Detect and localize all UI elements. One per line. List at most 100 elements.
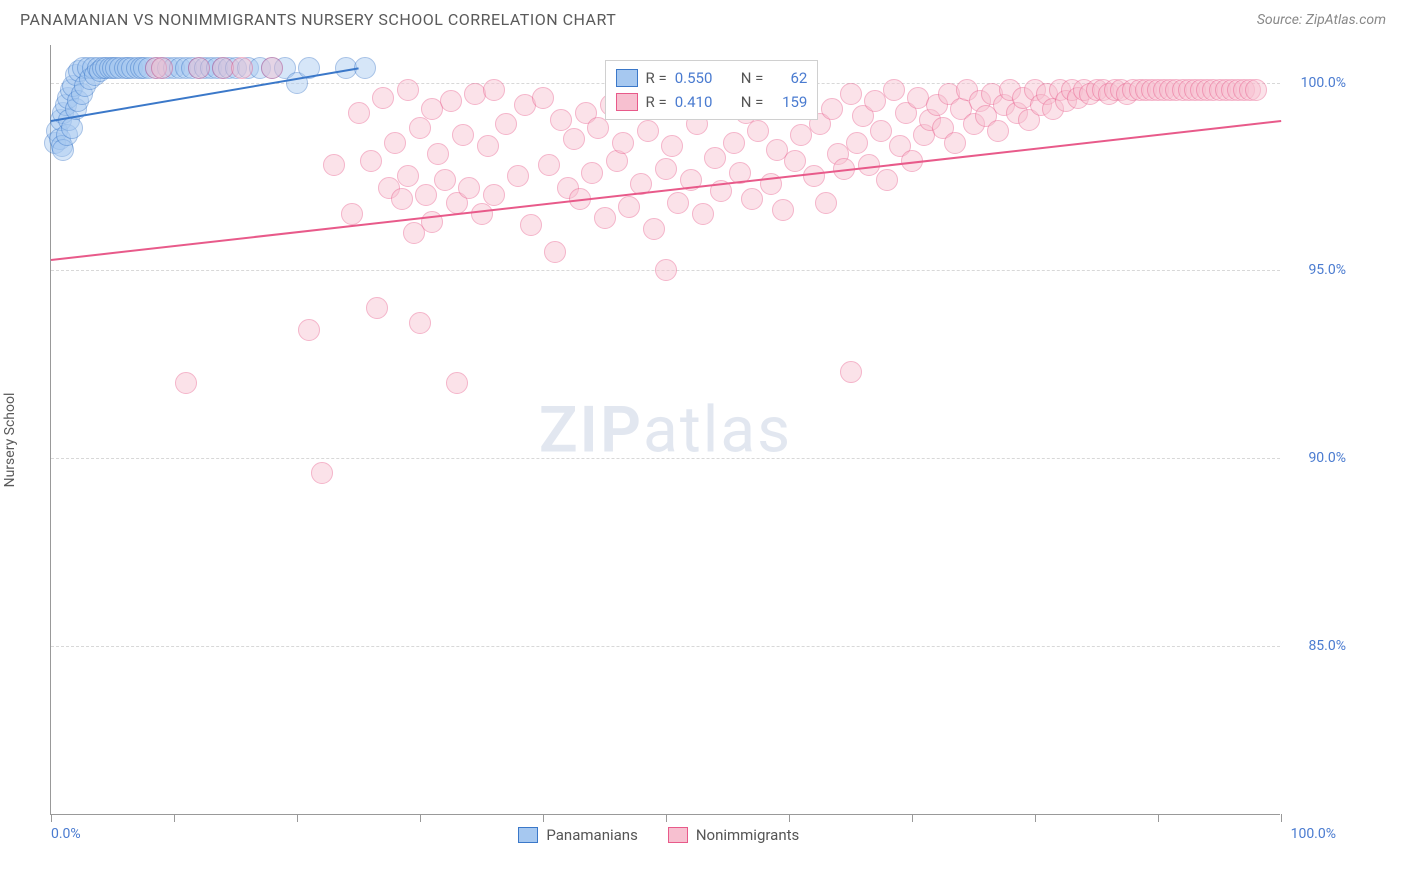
data-point (612, 132, 634, 154)
data-point (870, 120, 892, 142)
x-tick (912, 814, 913, 822)
n-value: 159 (771, 93, 807, 111)
data-point (421, 211, 443, 233)
gridline (51, 458, 1280, 459)
watermark-bold: ZIP (539, 392, 643, 467)
data-point (384, 132, 406, 154)
data-point (397, 79, 419, 101)
data-point (409, 312, 431, 334)
x-tick (297, 814, 298, 822)
x-tick (1281, 814, 1282, 822)
data-point (415, 184, 437, 206)
data-point (594, 207, 616, 229)
x-tick (1158, 814, 1159, 822)
data-point (803, 165, 825, 187)
y-axis-label: Nursery School (2, 393, 18, 488)
data-point (520, 214, 542, 236)
x-tick (789, 814, 790, 822)
legend-row: R =0.550N =62 (616, 66, 808, 90)
data-point (452, 124, 474, 146)
y-tick-label: 90.0% (1308, 450, 1346, 466)
data-point (643, 218, 665, 240)
legend-swatch (616, 93, 638, 111)
data-point (618, 196, 640, 218)
data-point (883, 79, 905, 101)
correlation-legend: R =0.550N =62R =0.410N =159 (605, 60, 819, 120)
data-point (563, 128, 585, 150)
data-point (348, 102, 370, 124)
data-point (151, 57, 173, 79)
data-point (434, 169, 456, 191)
x-tick (51, 814, 52, 822)
y-tick-label: 100.0% (1301, 75, 1346, 91)
data-point (704, 147, 726, 169)
plot-area: ZIPatlas 85.0%90.0%95.0%100.0%0.0%100.0%… (50, 45, 1280, 815)
chart-title: PANAMANIAN VS NONIMMIGRANTS NURSERY SCHO… (20, 10, 616, 29)
data-point (471, 203, 493, 225)
data-point (323, 154, 345, 176)
data-point (366, 297, 388, 319)
data-point (606, 150, 628, 172)
data-point (655, 259, 677, 281)
data-point (397, 165, 419, 187)
data-point (440, 90, 462, 112)
legend-item: Panamanians (518, 826, 637, 844)
data-point (261, 57, 283, 79)
data-point (661, 135, 683, 157)
x-axis-start-label: 0.0% (51, 826, 81, 842)
data-point (341, 203, 363, 225)
data-point (538, 154, 560, 176)
data-point (840, 361, 862, 383)
data-point (372, 87, 394, 109)
r-value: 0.550 (675, 69, 727, 87)
data-point (409, 117, 431, 139)
data-point (987, 120, 1009, 142)
data-point (298, 319, 320, 341)
data-point (446, 372, 468, 394)
data-point (483, 184, 505, 206)
data-point (458, 177, 480, 199)
data-point (507, 165, 529, 187)
data-point (784, 150, 806, 172)
x-axis-end-label: 100.0% (1291, 826, 1336, 842)
chart-area: Nursery School ZIPatlas 85.0%90.0%95.0%1… (0, 35, 1406, 845)
y-tick-label: 95.0% (1308, 262, 1346, 278)
r-label: R = (646, 69, 667, 87)
data-point (1245, 79, 1267, 101)
data-point (175, 372, 197, 394)
n-label: N = (741, 69, 764, 87)
legend-item: Nonimmigrants (668, 826, 799, 844)
data-point (311, 462, 333, 484)
x-tick (1035, 814, 1036, 822)
data-point (427, 143, 449, 165)
data-point (483, 79, 505, 101)
source-label: Source: ZipAtlas.com (1257, 12, 1386, 28)
x-tick (420, 814, 421, 822)
data-point (391, 188, 413, 210)
data-point (544, 241, 566, 263)
data-point (360, 150, 382, 172)
legend-label: Nonimmigrants (696, 826, 799, 844)
data-point (692, 203, 714, 225)
data-point (495, 113, 517, 135)
data-point (477, 135, 499, 157)
data-point (188, 57, 210, 79)
data-point (637, 120, 659, 142)
data-point (532, 87, 554, 109)
data-point (581, 162, 603, 184)
x-tick (543, 814, 544, 822)
r-value: 0.410 (675, 93, 727, 111)
data-point (655, 158, 677, 180)
data-point (840, 83, 862, 105)
gridline (51, 646, 1280, 647)
data-point (772, 199, 794, 221)
legend-label: Panamanians (546, 826, 637, 844)
legend-row: R =0.410N =159 (616, 90, 808, 114)
legend-swatch (518, 827, 538, 843)
series-legend: Panamanians Nonimmigrants (518, 826, 799, 844)
x-tick (666, 814, 667, 822)
watermark-light: atlas (643, 392, 792, 467)
watermark: ZIPatlas (539, 392, 792, 467)
data-point (741, 188, 763, 210)
data-point (61, 117, 83, 139)
